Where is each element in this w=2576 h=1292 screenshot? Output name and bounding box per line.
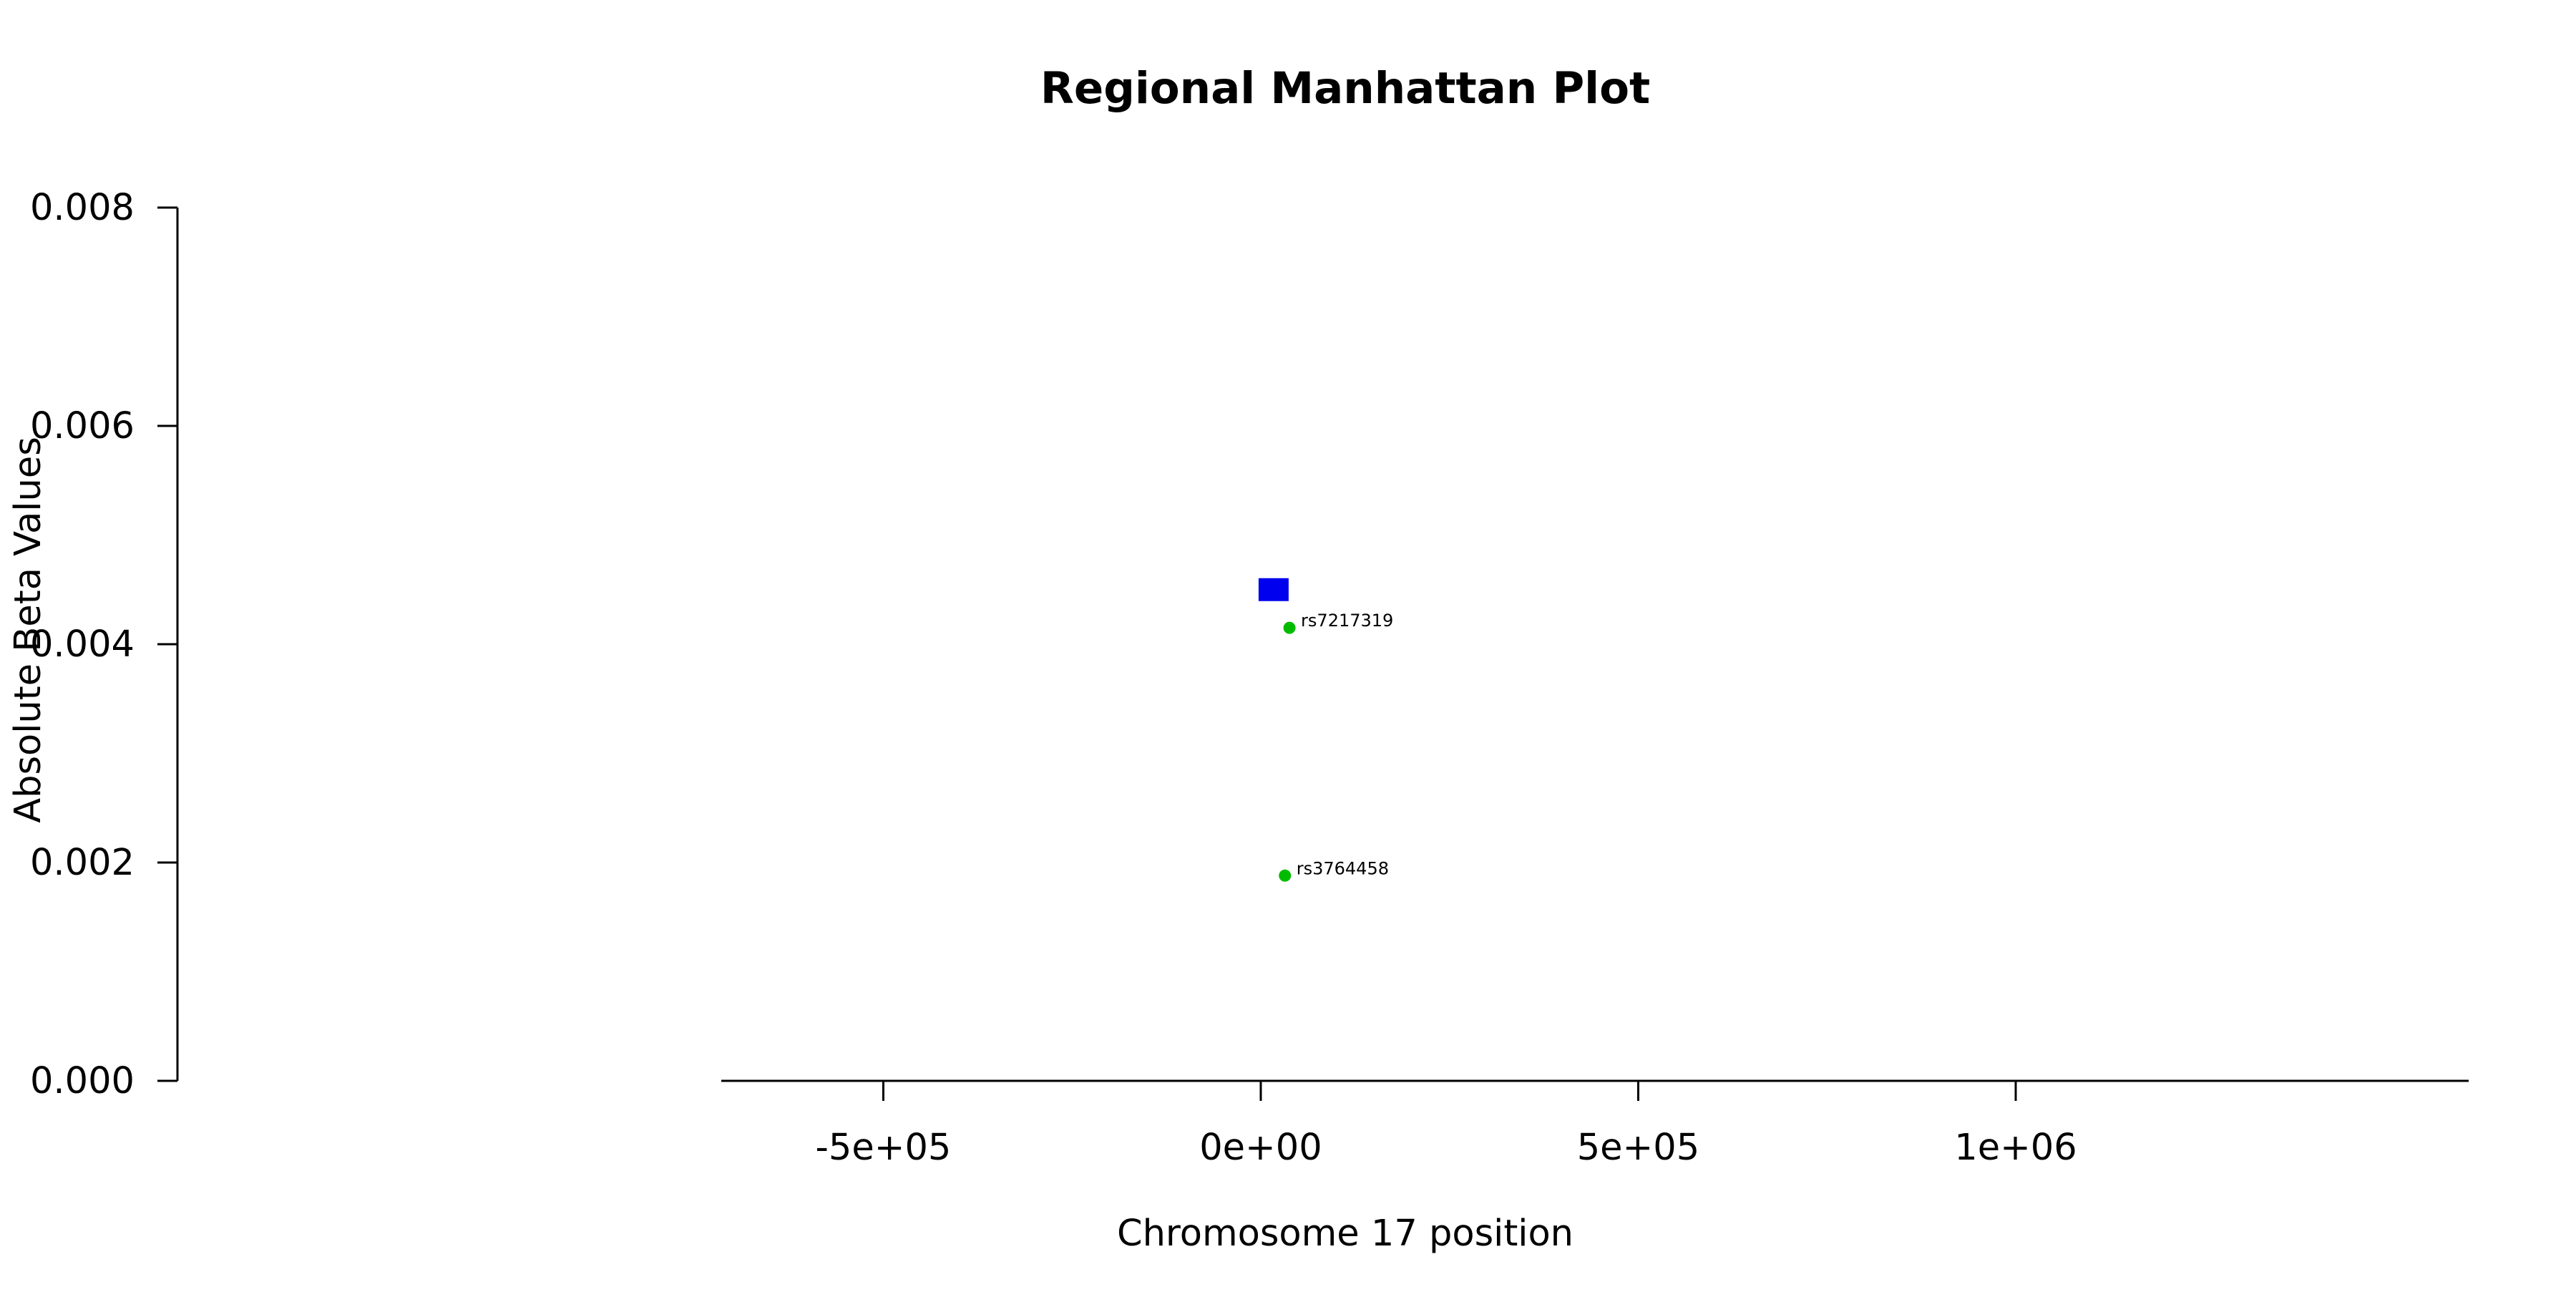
- y-tick-label-2: 0.004: [30, 623, 135, 666]
- y-axis-label: Absolute Beta Values: [7, 437, 49, 823]
- x-axis-label: Chromosome 17 position: [1117, 1213, 1574, 1255]
- x-tick-label-0: -5e+05: [816, 1127, 952, 1169]
- chart-title: Regional Manhattan Plot: [1040, 63, 1650, 114]
- data-point-square-0-0: [1258, 578, 1289, 601]
- data-point-circle-1-0: [1283, 621, 1296, 634]
- y-tick-label-3: 0.006: [30, 405, 135, 447]
- y-axis-ticks: 0.000 0.002 0.004 0.006 0.008: [30, 187, 177, 1102]
- data-point-label-1-1: rs3764458: [1297, 858, 1389, 878]
- x-tick-label-2: 5e+05: [1577, 1127, 1699, 1169]
- y-tick-label-4: 0.008: [30, 187, 135, 229]
- y-tick-label-1: 0.002: [30, 842, 135, 884]
- data-points: rs7217319 rs3764458: [1258, 578, 1393, 882]
- x-tick-label-3: 1e+06: [1954, 1127, 2077, 1169]
- x-axis-ticks: -5e+05 0e+00 5e+05 1e+06: [816, 1081, 2077, 1169]
- y-tick-label-0: 0.000: [30, 1060, 135, 1102]
- x-tick-label-1: 0e+00: [1199, 1127, 1322, 1169]
- data-point-circle-1-1: [1279, 869, 1292, 882]
- data-point-label-1-0: rs7217319: [1301, 611, 1393, 631]
